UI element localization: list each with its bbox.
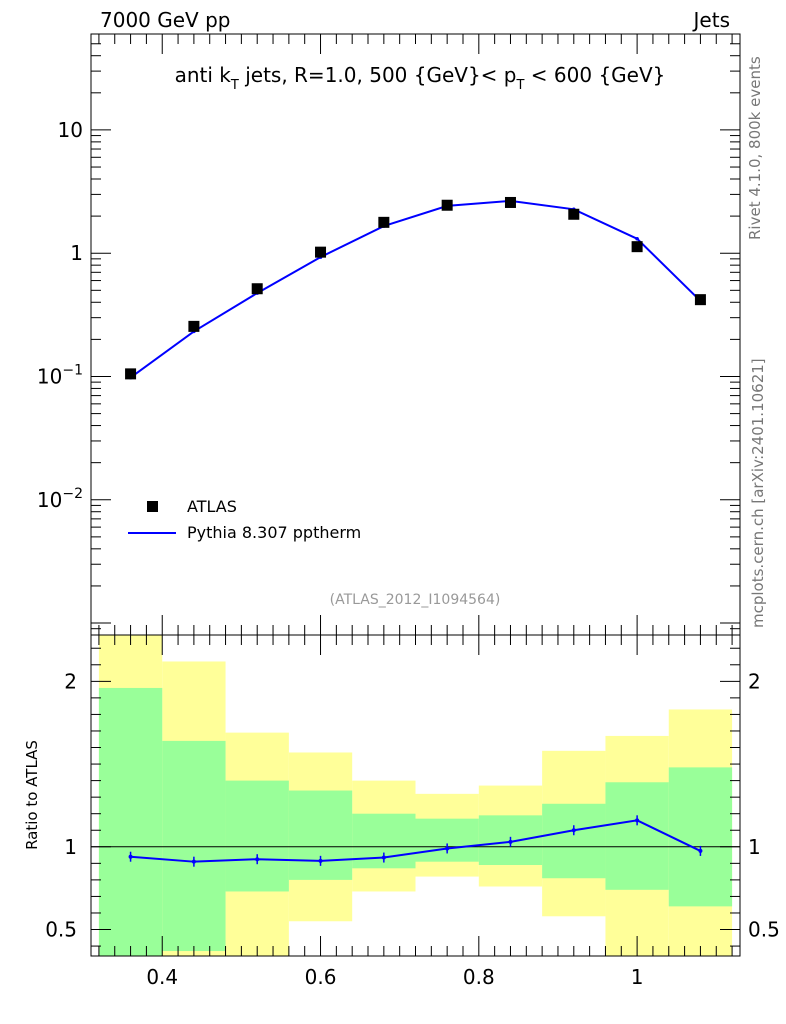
header-right: Jets (692, 8, 730, 32)
data-point (188, 320, 200, 332)
ratio-point (698, 848, 703, 853)
uncertainty-band-inner (98, 687, 163, 956)
ratio-point (508, 839, 513, 844)
ratio-y-tick-label-left: 2 (64, 669, 77, 693)
source-label: mcplots.cern.ch [arXiv:2401.10621] (749, 358, 767, 628)
uncertainty-band-inner (542, 803, 606, 879)
ratio-frame (90, 634, 741, 957)
ratio-point (381, 855, 386, 860)
data-point (125, 368, 137, 380)
uncertainty-band-inner (605, 782, 669, 890)
x-tick-label: 0.4 (146, 965, 178, 989)
ratio-y-tick-label-left: 1 (64, 835, 77, 859)
mc-point (635, 236, 639, 241)
ratio-y-tick-label-right: 2 (748, 669, 761, 693)
data-point (251, 283, 263, 295)
legend: ATLAS Pythia 8.307 pptherm (128, 497, 361, 542)
main-y-tick-label: 10 (58, 118, 83, 142)
ratio-point (571, 828, 576, 833)
x-tick-label: 0.6 (305, 965, 337, 989)
ratio-point (255, 857, 260, 862)
ratio-mc-line (130, 819, 701, 863)
mc-line (129, 199, 702, 379)
ratio-y-tick-label-right: 0.5 (748, 918, 780, 942)
ratio-point (445, 846, 450, 851)
data-point (694, 294, 706, 306)
ratio-ylabel: Ratio to ATLAS (23, 740, 41, 850)
x-tick-label: 1 (631, 965, 644, 989)
main-y-tick-label: 1 (70, 241, 83, 265)
x-tick-label: 0.8 (463, 965, 495, 989)
legend-mc-label: Pythia 8.307 pptherm (187, 523, 361, 542)
legend-data-label: ATLAS (187, 497, 237, 516)
ratio-point (318, 858, 323, 863)
data-point (568, 208, 580, 220)
main-panel: 10 1 10−1 10−2 anti kT jets, R=1.0, 500 {Ge… (37, 33, 741, 636)
main-y-tick-label: 10−1 (37, 362, 83, 388)
uncertainty-band-inner (288, 790, 353, 880)
uncertainty-band-inner (162, 740, 226, 952)
data-point (504, 196, 516, 208)
plot-title: anti kT jets, R=1.0, 500 {GeV}< pT < 600… (175, 63, 666, 93)
data-point (378, 216, 390, 228)
ratio-point (191, 859, 196, 864)
data-point (631, 241, 643, 253)
uncertainty-band-inner (415, 818, 479, 862)
rivet-label: Rivet 4.1.0, 800k events (746, 56, 764, 240)
ratio-point (128, 854, 133, 859)
uncertainty-band-inner (225, 780, 289, 892)
watermark: (ATLAS_2012_I1094564) (330, 592, 501, 608)
ratio-y-tick-label-right: 1 (748, 835, 761, 859)
data-point (315, 246, 327, 258)
header-left: 7000 GeV pp (100, 8, 231, 32)
ratio-point (635, 818, 640, 823)
legend-data-marker (147, 501, 158, 512)
data-point (441, 199, 453, 211)
ratio-y-tick-label-left: 0.5 (45, 918, 77, 942)
main-y-tick-label: 10−2 (37, 486, 83, 512)
uncertainty-band-inner (668, 767, 733, 907)
ratio-panel: 2 2 1 1 0.5 0.5 0.4 0.6 0.8 1 Ratio to ATLAS (23, 634, 780, 989)
